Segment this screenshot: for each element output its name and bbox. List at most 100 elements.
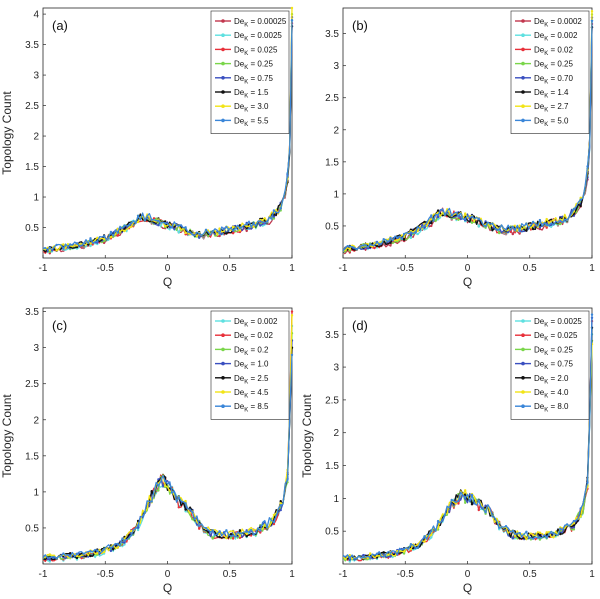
legend-marker xyxy=(221,90,225,94)
series-point xyxy=(238,229,242,232)
series-point xyxy=(184,508,187,511)
series-point xyxy=(48,558,51,561)
series-point xyxy=(43,247,45,250)
series-point xyxy=(477,499,480,502)
series-point xyxy=(464,212,467,215)
legend-text-sub: K xyxy=(244,351,248,357)
series-point xyxy=(538,218,542,222)
series-point xyxy=(375,552,379,556)
series-point xyxy=(348,251,351,254)
series-point xyxy=(457,502,460,505)
legend-marker xyxy=(221,319,225,323)
legend-entry: DeK = 0.02 xyxy=(534,45,573,57)
series-point xyxy=(545,226,548,229)
series-point xyxy=(525,530,528,533)
legend-entry: DeK = 8.5 xyxy=(234,402,269,414)
legend-entry: DeK = 0.025 xyxy=(534,331,578,343)
series-point xyxy=(545,223,548,227)
legend-text-value: = 1.4 xyxy=(548,88,569,97)
legend-entry: DeK = 0.0025 xyxy=(234,31,282,43)
series-point xyxy=(579,515,582,518)
series-point xyxy=(498,231,501,235)
series-point xyxy=(382,238,385,241)
series-point xyxy=(62,243,65,246)
legend-text-main: De xyxy=(234,402,245,411)
legend-marker xyxy=(521,390,525,394)
legend-entry: DeK = 0.70 xyxy=(534,74,573,86)
series-point xyxy=(436,215,440,219)
legend-text-sub: K xyxy=(544,351,548,357)
legend-text-value: = 2.7 xyxy=(548,102,569,111)
series-point xyxy=(102,235,106,238)
legend-entry: DeK = 0.0025 xyxy=(534,317,582,329)
series-point xyxy=(89,237,92,240)
series-point xyxy=(416,226,419,229)
series-point xyxy=(464,501,467,504)
y-tick-label: 2.5 xyxy=(25,379,39,390)
legend-text-main: De xyxy=(234,102,245,111)
legend-marker xyxy=(221,19,225,23)
x-tick-label: 0 xyxy=(165,263,171,274)
series-point xyxy=(436,213,440,217)
y-tick-label: 0.5 xyxy=(325,221,339,232)
series-point xyxy=(590,313,594,316)
legend-text-main: De xyxy=(234,17,245,26)
series-point xyxy=(552,536,555,539)
series-point xyxy=(225,529,228,532)
series-point xyxy=(491,515,494,518)
series-point xyxy=(457,499,460,503)
series-point xyxy=(559,532,562,536)
series-point xyxy=(518,537,521,540)
series-point xyxy=(423,220,426,224)
y-tick-label: 3 xyxy=(33,343,39,354)
series-point xyxy=(272,217,276,220)
series-point xyxy=(89,550,92,553)
legend-marker xyxy=(521,333,525,338)
series-point xyxy=(590,10,594,13)
y-tick-label: 2.5 xyxy=(25,101,39,112)
series-point xyxy=(396,236,399,239)
series-point xyxy=(123,224,126,227)
legend-text-sub: K xyxy=(244,323,248,329)
legend-text-value: = 0.25 xyxy=(248,60,273,69)
series-point xyxy=(538,227,542,231)
series-point xyxy=(348,556,351,560)
series-point xyxy=(130,225,133,228)
y-tick-label: 2.5 xyxy=(325,395,339,406)
series-point xyxy=(265,220,269,223)
x-tick-label: -1 xyxy=(39,569,48,580)
legend-text-value: = 4.5 xyxy=(248,388,269,397)
x-tick-label: -1 xyxy=(339,569,348,580)
series-point xyxy=(443,513,447,516)
series-point xyxy=(457,214,460,218)
legend-text-sub: K xyxy=(244,108,248,114)
series-point xyxy=(450,214,453,217)
y-tick-label: 1.5 xyxy=(325,157,339,168)
series-point xyxy=(75,556,79,560)
legend-text-main: De xyxy=(534,45,545,54)
series-point xyxy=(123,227,126,231)
series-point xyxy=(184,499,187,503)
series-point xyxy=(191,518,194,521)
series-point xyxy=(572,526,576,529)
series-point xyxy=(464,489,467,492)
series-point xyxy=(157,489,160,492)
series-point xyxy=(470,215,474,218)
series-point xyxy=(245,229,248,233)
series-point xyxy=(136,528,140,532)
legend-text-value: = 2.0 xyxy=(548,374,569,383)
series-point xyxy=(136,524,140,527)
legend-text-main: De xyxy=(534,31,545,40)
series-point xyxy=(123,229,126,233)
y-tick-label: 1 xyxy=(33,193,39,204)
series-point xyxy=(225,225,228,229)
series-point xyxy=(477,225,480,228)
legend-text-value: = 0.75 xyxy=(548,360,573,369)
series-point xyxy=(348,249,351,252)
legend-text-value: = 1.5 xyxy=(248,88,269,97)
legend-marker xyxy=(221,404,225,409)
series-point xyxy=(231,229,235,232)
series-point xyxy=(89,242,92,245)
series-point xyxy=(252,225,255,229)
